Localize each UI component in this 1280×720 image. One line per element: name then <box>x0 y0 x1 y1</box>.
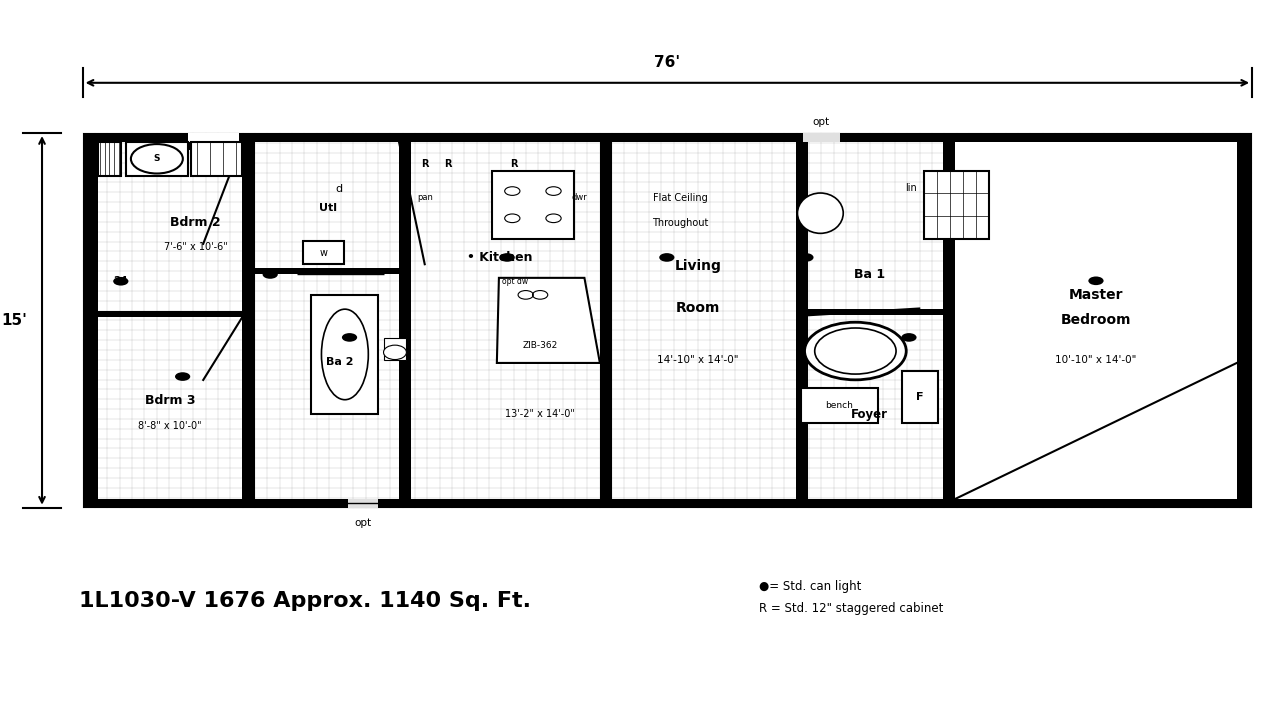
Text: 76': 76' <box>654 55 681 70</box>
Text: R = Std. 12" staggered cabinet: R = Std. 12" staggered cabinet <box>759 602 943 615</box>
Circle shape <box>342 333 357 342</box>
Bar <box>955 142 1236 499</box>
Bar <box>242 142 255 499</box>
Bar <box>600 142 612 499</box>
Bar <box>83 133 1252 142</box>
Bar <box>801 389 878 423</box>
Text: Room: Room <box>676 302 719 315</box>
Text: ZIB-362: ZIB-362 <box>522 341 558 351</box>
Bar <box>191 142 242 176</box>
Circle shape <box>799 253 814 262</box>
Bar <box>803 133 840 142</box>
Text: Utl: Utl <box>319 203 338 213</box>
Bar <box>83 499 1252 508</box>
Text: R: R <box>444 159 451 168</box>
Text: opt: opt <box>813 117 829 127</box>
Text: bench: bench <box>826 401 854 410</box>
Circle shape <box>175 372 191 381</box>
Bar <box>125 142 188 176</box>
Text: Foyer: Foyer <box>851 408 888 420</box>
Text: w: w <box>320 248 328 258</box>
Text: F: F <box>916 392 924 402</box>
Text: Living: Living <box>675 259 721 273</box>
Text: Bdrm 2: Bdrm 2 <box>170 216 221 229</box>
Bar <box>99 311 242 317</box>
Bar <box>83 133 99 508</box>
Text: S: S <box>154 154 160 163</box>
Bar <box>796 315 808 499</box>
Text: lin: lin <box>905 183 916 193</box>
Bar <box>796 142 808 315</box>
Ellipse shape <box>797 193 844 233</box>
Text: 14'-10" x 14'-0": 14'-10" x 14'-0" <box>657 354 739 364</box>
Text: dwr: dwr <box>571 194 588 202</box>
Circle shape <box>805 323 906 380</box>
Text: Ba 2: Ba 2 <box>326 356 353 366</box>
Bar <box>955 142 1236 499</box>
Text: 24: 24 <box>114 276 128 287</box>
Text: 10'-10" x 14'-0": 10'-10" x 14'-0" <box>1055 355 1137 365</box>
Text: ●= Std. can light: ●= Std. can light <box>759 580 861 593</box>
Bar <box>188 142 239 150</box>
Text: Flat Ceiling: Flat Ceiling <box>653 193 708 203</box>
Bar <box>384 338 407 359</box>
Text: 15': 15' <box>1 313 27 328</box>
Text: Master: Master <box>1069 288 1124 302</box>
Text: Bdrm 3: Bdrm 3 <box>145 395 196 408</box>
Polygon shape <box>497 278 600 363</box>
Bar <box>492 171 575 239</box>
Text: 13'-2" x 14'-0": 13'-2" x 14'-0" <box>506 409 575 419</box>
Text: R: R <box>511 159 518 168</box>
Text: Throughout: Throughout <box>652 218 708 228</box>
Text: Bedroom: Bedroom <box>1061 313 1132 328</box>
Text: • Kitchen: • Kitchen <box>467 251 532 264</box>
Bar <box>311 295 379 414</box>
Bar <box>242 269 399 274</box>
Text: 7'-6" x 10'-6": 7'-6" x 10'-6" <box>164 243 228 253</box>
Text: 1L1030-V 1676 Approx. 1140 Sq. Ft.: 1L1030-V 1676 Approx. 1140 Sq. Ft. <box>79 591 531 611</box>
Ellipse shape <box>384 345 407 359</box>
Circle shape <box>1088 276 1103 285</box>
Bar <box>924 171 989 239</box>
Bar <box>99 142 120 176</box>
Circle shape <box>659 253 675 262</box>
Text: R: R <box>421 159 429 168</box>
Text: d: d <box>335 184 343 194</box>
Bar <box>348 499 379 508</box>
Bar <box>901 372 938 423</box>
Text: opt dw: opt dw <box>502 276 529 286</box>
Text: 8'-8" x 10'-0": 8'-8" x 10'-0" <box>138 421 202 431</box>
Text: Ba 1: Ba 1 <box>854 268 884 281</box>
Circle shape <box>901 333 916 342</box>
Circle shape <box>499 253 515 262</box>
Text: pan: pan <box>417 194 433 202</box>
Circle shape <box>113 277 128 286</box>
Bar <box>188 133 239 142</box>
Bar <box>303 241 344 264</box>
Bar <box>943 142 955 499</box>
Text: opt: opt <box>355 518 372 528</box>
Bar <box>399 142 411 499</box>
Circle shape <box>262 270 278 279</box>
Bar <box>796 310 943 315</box>
Bar <box>1236 133 1252 508</box>
